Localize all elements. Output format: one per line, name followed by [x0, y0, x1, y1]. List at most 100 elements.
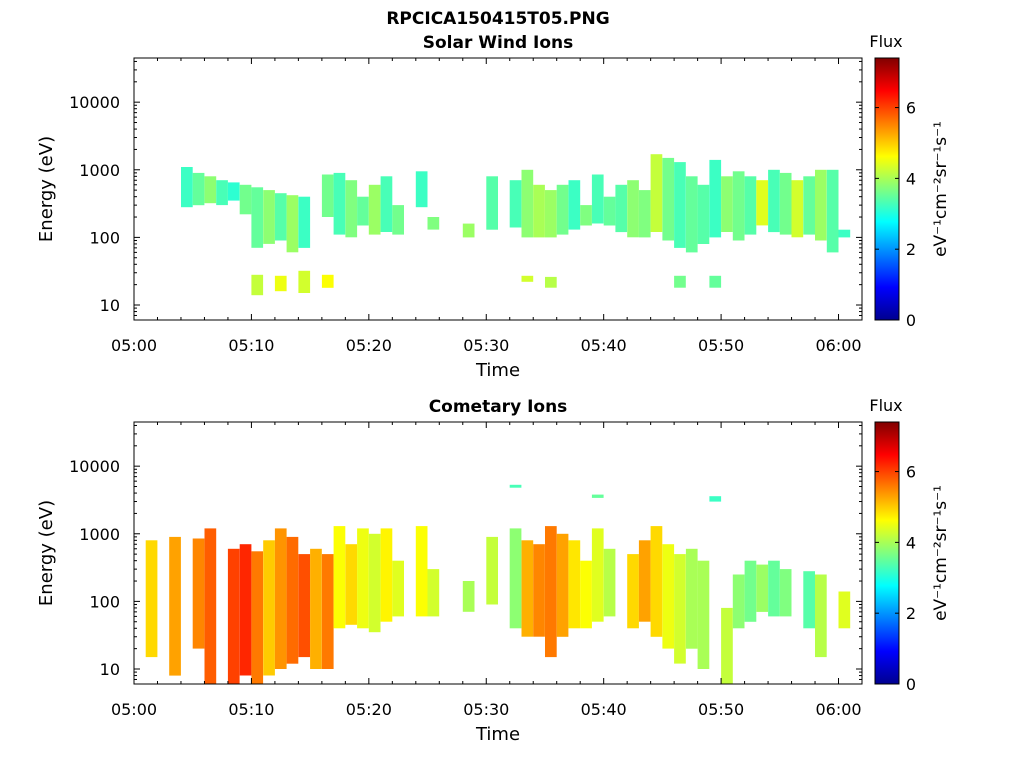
heatmap-cell — [509, 484, 522, 488]
heatmap-cell — [674, 275, 686, 288]
colorbar-gradient — [874, 57, 900, 321]
heatmap-cell — [732, 574, 745, 629]
colorbar-label: eV⁻¹cm⁻²sr⁻¹s⁻¹ — [931, 121, 951, 257]
heatmap-cell — [768, 169, 780, 233]
colorbar-tick-label: 6 — [906, 99, 916, 118]
heatmap-cell — [803, 571, 815, 629]
heatmap-cell — [791, 180, 804, 238]
x-axis: 05:00 05:10 05:20 05:30 05:40 05:50 06:00 — [111, 422, 863, 719]
heatmap-cell — [556, 184, 569, 235]
heatmap-cell — [674, 554, 686, 664]
heatmap-cell — [263, 540, 275, 676]
heatmap-cell — [779, 172, 792, 235]
colorbar-title: Flux — [869, 32, 902, 51]
heatmap-cell — [533, 544, 545, 637]
x-tick-label: 05:20 — [346, 336, 392, 355]
heatmap-cell — [380, 176, 393, 232]
heatmap-cell — [591, 494, 604, 498]
x-tick-label: 05:40 — [581, 700, 627, 719]
colorbar-tick-label: 2 — [906, 604, 916, 623]
colorbar-tick-label: 4 — [906, 169, 916, 188]
heatmap-cell — [779, 569, 792, 617]
panel-title: Cometary Ions — [429, 397, 568, 417]
heatmap-cell — [650, 154, 663, 232]
colorbar-label: eV⁻¹cm⁻²sr⁻¹s⁻¹ — [931, 485, 951, 621]
heatmap-cell — [815, 169, 827, 241]
heatmap-cell — [298, 270, 311, 293]
y-axis: 10 100 1000 10000 — [69, 60, 862, 321]
panel-title: Solar Wind Ions — [423, 33, 574, 53]
heatmap-cell — [744, 176, 757, 235]
heatmap-cell — [192, 172, 205, 206]
heatmap-cell — [533, 184, 545, 238]
heatmap-cell — [638, 540, 651, 622]
heatmap-cell — [732, 171, 745, 241]
heatmap-cell — [603, 548, 616, 617]
heatmap-cell — [392, 560, 404, 617]
colorbar-gradient — [874, 421, 900, 685]
heatmap-cell — [838, 229, 851, 238]
heatmap-cell — [274, 275, 287, 292]
heatmap-cell — [768, 560, 780, 617]
heatmap-cell — [521, 275, 534, 282]
heatmap-cell — [192, 538, 205, 649]
x-tick-label: 05:10 — [228, 700, 274, 719]
x-tick-label: 05:00 — [111, 700, 157, 719]
heatmap-cell — [204, 528, 217, 684]
x-tick-label: 05:40 — [581, 336, 627, 355]
heatmap-cell — [310, 548, 322, 669]
heatmap-cell — [321, 174, 334, 217]
heatmap-cell — [333, 172, 346, 235]
y-tick-label: 1000 — [79, 525, 120, 544]
x-axis-label: Time — [475, 360, 520, 381]
plot-frame — [133, 57, 863, 321]
heatmap-cell — [321, 274, 334, 288]
colorbar-tick-label: 6 — [906, 463, 916, 482]
heatmap-cells — [145, 484, 851, 684]
heatmap-cell — [415, 526, 428, 617]
heatmap-cell — [815, 574, 827, 658]
heatmap-cell — [298, 196, 311, 248]
y-axis: 10 100 1000 10000 — [69, 424, 862, 685]
heatmap-cell — [545, 276, 557, 288]
y-tick-label: 100 — [89, 592, 120, 611]
heatmap-cell — [662, 157, 675, 241]
colorbar-tick-label: 2 — [906, 240, 916, 259]
y-axis-label: Energy (eV) — [36, 500, 57, 606]
y-tick-label: 10 — [100, 660, 120, 679]
colorbar-tick-label: 0 — [906, 675, 916, 694]
plot-frame — [133, 421, 863, 685]
heatmap-cell — [345, 180, 358, 238]
colorbar-title: Flux — [869, 396, 902, 415]
x-tick-label: 06:00 — [815, 700, 861, 719]
heatmap-cell — [521, 169, 534, 238]
x-tick-label: 05:30 — [463, 336, 509, 355]
heatmap-cell — [756, 180, 768, 226]
heatmap-cell — [392, 205, 404, 235]
heatmap-cell — [251, 274, 264, 296]
heatmap-cell — [615, 184, 628, 233]
heatmap-cell — [274, 528, 287, 669]
colorbar: 0 2 4 6 — [874, 57, 916, 330]
y-tick-label: 1000 — [79, 161, 120, 180]
heatmap-cell — [286, 195, 299, 253]
heatmap-cell — [803, 176, 815, 235]
y-tick-label: 100 — [89, 228, 120, 247]
heatmap-cell — [697, 560, 710, 669]
heatmap-cell — [685, 548, 698, 649]
heatmap-cell — [462, 581, 475, 612]
heatmap-cell — [509, 528, 522, 629]
heatmap-cell — [239, 544, 252, 676]
heatmap-cell — [662, 544, 675, 649]
heatmap-cell — [603, 196, 616, 226]
heatmap-cell — [591, 528, 604, 622]
heatmap-cell — [462, 223, 475, 238]
heatmap-cell — [709, 159, 722, 238]
heatmap-cell — [838, 591, 851, 629]
heatmap-cell — [486, 536, 498, 605]
heatmap-cell — [650, 526, 663, 637]
heatmap-cell — [580, 560, 592, 629]
heatmap-cell — [685, 176, 698, 253]
colorbar-tick-label: 4 — [906, 533, 916, 552]
